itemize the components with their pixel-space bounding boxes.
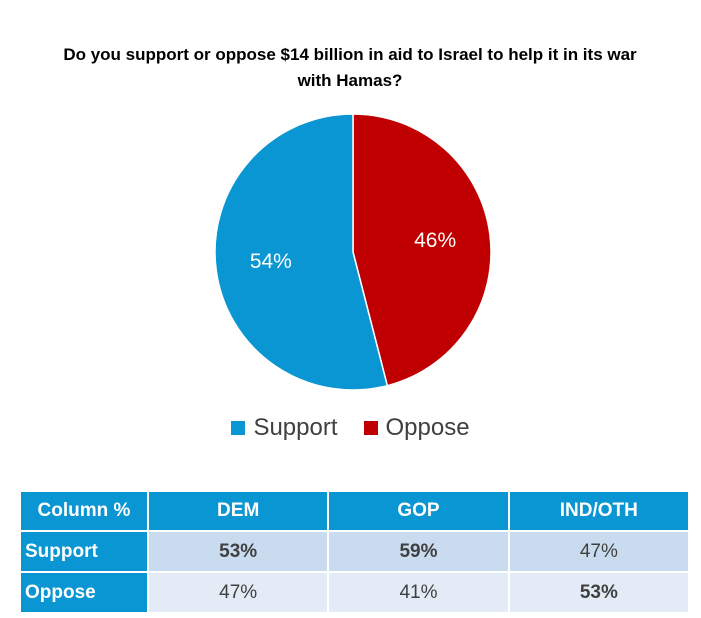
table-cell: 59%: [327, 530, 510, 573]
row-label: Oppose: [19, 571, 149, 614]
table-row: Support 53% 59% 47%: [19, 530, 691, 573]
table-cell: 53%: [146, 530, 330, 573]
legend-item-support: Support: [231, 414, 338, 442]
table-cell: 41%: [327, 571, 510, 614]
table-cell: 53%: [507, 571, 691, 614]
table-header-cell: DEM: [146, 490, 330, 532]
pie-label-oppose: 46%: [414, 229, 456, 252]
legend-label-oppose: Oppose: [385, 414, 470, 441]
row-label: Support: [19, 530, 149, 573]
table-row: Oppose 47% 41% 53%: [19, 571, 691, 614]
table-header-cell: Column %: [19, 490, 149, 532]
table-header-row: Column % DEM GOP IND/OTH: [19, 490, 691, 532]
chart-legend: Support Oppose: [0, 414, 701, 442]
legend-label-support: Support: [253, 414, 338, 441]
pie-slice-oppose: [352, 113, 492, 387]
legend-swatch-support: [231, 421, 246, 435]
legend-item-oppose: Oppose: [363, 414, 470, 442]
table-header-cell: IND/OTH: [507, 490, 691, 532]
pie-slice-support: [214, 113, 389, 391]
table-cell: 47%: [507, 530, 691, 573]
chart-title: Do you support or oppose $14 billion in …: [63, 45, 637, 90]
legend-swatch-oppose: [363, 421, 378, 435]
pie-label-support: 54%: [250, 250, 292, 273]
table-header-cell: GOP: [327, 490, 510, 532]
table-cell: 47%: [146, 571, 330, 614]
crosstab-table: Column % DEM GOP IND/OTH Support 53% 59%…: [19, 490, 691, 614]
